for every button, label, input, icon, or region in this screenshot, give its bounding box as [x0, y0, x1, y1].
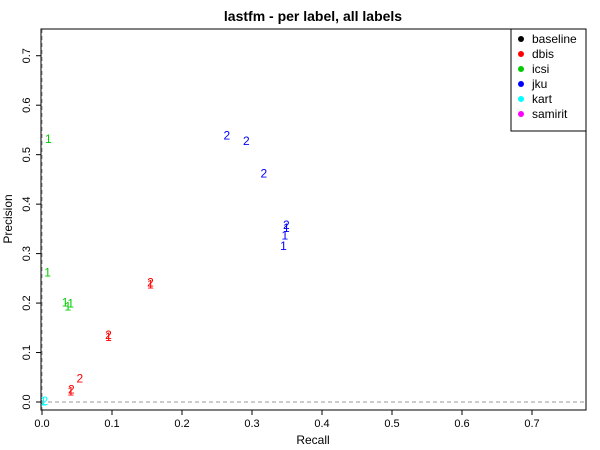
data-point-jku: 1 [283, 221, 290, 235]
legend-label-baseline: baseline [532, 32, 577, 46]
x-tick-label: 0.3 [244, 418, 259, 430]
legend-label-icsi: icsi [532, 62, 549, 76]
data-point-icsi: 1 [67, 297, 74, 311]
x-tick-label: 0.2 [174, 418, 189, 430]
data-point-dbis: 2 [147, 275, 154, 289]
y-axis: 0.0 0.1 0.2 0.3 0.4 0.5 0.6 0.7 [21, 48, 41, 410]
data-point-dbis: 2 [76, 371, 83, 385]
x-axis: 0.0 0.1 0.2 0.3 0.4 0.5 0.6 0.7 [34, 410, 540, 430]
data-point-icsi: 1 [62, 296, 69, 310]
data-point-icsi: 1 [45, 132, 52, 146]
legend-marker-dbis [518, 51, 524, 57]
plot-frame [40, 28, 587, 411]
data-point-jku: 1 [282, 228, 289, 242]
legend-label-samirit: samirit [532, 107, 568, 121]
reference-lines [41, 29, 586, 410]
x-tick-label: 0.7 [524, 418, 539, 430]
x-axis-title: Recall [296, 433, 329, 447]
legend-marker-kart [518, 96, 524, 102]
legend-label-kart: kart [532, 92, 553, 106]
legend-marker-jku [518, 81, 524, 87]
x-tick-label: 0.4 [314, 418, 329, 430]
legend-label-jku: jku [531, 77, 547, 91]
y-tick-label: 0.6 [21, 98, 33, 113]
y-tick-label: 0.4 [21, 196, 33, 211]
y-tick-label: 0.5 [21, 147, 33, 162]
data-point-jku: 2 [243, 134, 250, 148]
legend-label-dbis: dbis [532, 47, 554, 61]
legend-marker-samirit [518, 111, 524, 117]
y-tick-label: 0.3 [21, 246, 33, 261]
data-point-jku: 2 [283, 218, 290, 232]
y-tick-label: 0.1 [21, 345, 33, 360]
y-axis-title: Precision [1, 194, 15, 243]
data-point-kart: 2 [41, 394, 48, 408]
data-point-jku: 1 [280, 239, 287, 253]
data-point-icsi: 1 [65, 300, 72, 314]
legend-marker-baseline [518, 36, 524, 42]
data-point-icsi: 1 [44, 265, 51, 279]
data-point-jku: 2 [261, 166, 268, 180]
y-tick-label: 0.7 [21, 48, 33, 63]
data-point-kart: 1 [40, 395, 47, 409]
x-tick-label: 0.1 [104, 418, 119, 430]
x-tick-label: 0.6 [454, 418, 469, 430]
chart-title: lastfm - per label, all labels [224, 8, 402, 24]
x-tick-label: 0.5 [384, 418, 399, 430]
y-tick-label: 0.2 [21, 295, 33, 310]
data-point-jku: 2 [223, 128, 230, 142]
data-point-dbis: 2 [105, 328, 112, 342]
data-point-dbis: 1 [105, 330, 112, 344]
x-tick-label: 0.0 [34, 418, 49, 430]
data-point-dbis: 1 [67, 385, 74, 399]
data-point-dbis: 2 [68, 383, 75, 397]
y-tick-label: 0.0 [21, 394, 33, 409]
legend-marker-icsi [518, 66, 524, 72]
data-point-dbis: 1 [147, 277, 154, 291]
